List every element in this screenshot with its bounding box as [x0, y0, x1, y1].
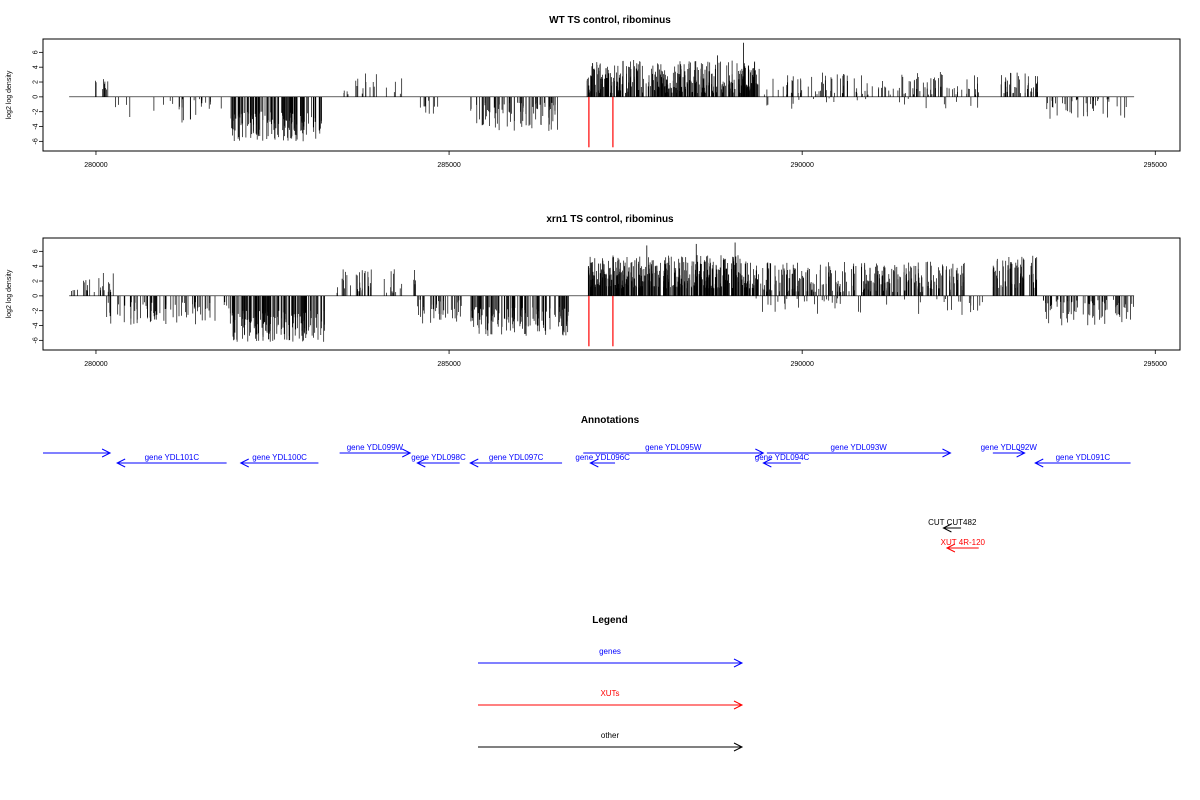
x-tick-label: 280000	[84, 361, 107, 368]
feature-label: gene YDL092W	[981, 443, 1038, 452]
annotation-feature: gene YDL092W	[981, 443, 1038, 458]
feature-arrowhead	[589, 458, 599, 468]
y-tick-label: -4	[33, 123, 40, 129]
y-axis: -6 -4 -2 0 2 4 6	[33, 249, 43, 343]
feature-label: gene YDL091C	[1056, 453, 1111, 462]
red-markers	[588, 96, 614, 148]
feature-label: gene YDL100C	[252, 453, 307, 462]
annotation-features: gene YDL101C gene YDL100C gene YDL099W gene…	[43, 443, 1131, 553]
y-axis-label: log2 log density	[6, 70, 13, 119]
feature-label: XUT 4R-120	[941, 538, 986, 547]
red-markers	[588, 295, 614, 347]
wt-density-panel: WT TS control, ribominus log2 log densit…	[6, 15, 1181, 169]
plot-frame	[42, 38, 1181, 152]
density-bars	[69, 42, 1135, 142]
y-tick-label: -6	[33, 138, 40, 144]
panel-title: WT TS control, ribominus	[549, 15, 671, 26]
annotation-feature: gene YDL093W	[766, 443, 952, 458]
legend-title: Legend	[592, 615, 628, 626]
feature-arrowhead	[402, 448, 412, 458]
feature-arrowhead	[942, 523, 952, 533]
y-tick-label: 4	[33, 264, 40, 268]
feature-arrowhead	[1016, 448, 1026, 458]
legend-item: other	[478, 731, 744, 752]
panel-title: xrn1 TS control, ribominus	[546, 214, 674, 225]
feature-label: gene YDL094C	[755, 453, 810, 462]
feature-label: gene YDL095W	[645, 443, 702, 452]
annotation-feature: CUT CUT482	[928, 518, 977, 533]
feature-arrowhead	[942, 448, 952, 458]
density-bars	[69, 242, 1135, 342]
x-tick-label: 290000	[790, 361, 813, 368]
x-tick-label: 285000	[437, 361, 460, 368]
feature-arrowhead	[116, 458, 126, 468]
feature-label: gene YDL096C	[575, 453, 630, 462]
y-tick-label: 0	[33, 294, 40, 298]
annotation-feature: gene YDL100C	[239, 453, 319, 468]
annotation-feature: gene YDL094C	[755, 453, 810, 468]
feature-arrowhead	[101, 448, 112, 458]
x-tick-label: 295000	[1144, 361, 1167, 368]
annotations-title: Annotations	[581, 415, 640, 426]
feature-label: gene YDL101C	[145, 453, 200, 462]
feature-arrowhead	[469, 458, 479, 468]
feature-label: gene YDL098C	[411, 453, 466, 462]
xrn1-density-panel: xrn1 TS control, ribominus log2 log dens…	[6, 214, 1181, 368]
feature-arrowhead	[945, 543, 956, 553]
feature-arrowhead	[762, 458, 772, 468]
legend-item: XUTs	[478, 689, 744, 710]
feature-label: gene YDL097C	[489, 453, 544, 462]
y-tick-label: -2	[33, 307, 40, 313]
feature-arrowhead	[239, 458, 249, 468]
annotation-feature: gene YDL099W	[339, 443, 412, 458]
annotation-feature: gene YDL098C	[411, 453, 466, 468]
y-tick-label: 4	[33, 65, 40, 69]
y-tick-label: 6	[33, 50, 40, 54]
legend-arrowhead	[733, 658, 744, 668]
x-axis: 280000 285000 290000 295000	[84, 151, 1167, 169]
x-tick-label: 290000	[790, 162, 813, 169]
y-tick-label: 0	[33, 95, 40, 99]
y-tick-label: -2	[33, 108, 40, 114]
legend-arrowhead	[733, 700, 744, 710]
legend-label: other	[601, 731, 620, 740]
y-tick-label: -6	[33, 337, 40, 343]
legend-item: genes	[478, 647, 744, 668]
y-tick-label: 2	[33, 279, 40, 283]
y-tick-label: 6	[33, 249, 40, 253]
y-axis: -6 -4 -2 0 2 4 6	[33, 50, 43, 144]
x-tick-label: 285000	[437, 162, 460, 169]
annotation-feature: gene YDL101C	[116, 453, 227, 468]
annotation-feature: gene YDL096C	[575, 453, 630, 468]
legend-arrowhead	[733, 742, 744, 752]
feature-label: gene YDL099W	[347, 443, 404, 452]
feature-arrowhead	[755, 448, 765, 458]
x-axis: 280000 285000 290000 295000	[84, 350, 1167, 368]
annotation-feature: gene YDL095W	[583, 443, 765, 458]
annotation-feature: gene YDL091C	[1034, 453, 1131, 468]
annotation-feature: gene YDL097C	[469, 453, 563, 468]
x-tick-label: 295000	[1144, 162, 1167, 169]
feature-label: CUT CUT482	[928, 518, 977, 527]
legend-items: genes XUTs other	[478, 647, 744, 752]
annotations-panel: Annotations gene YDL101C gene YDL100Cgene…	[43, 415, 1131, 553]
x-tick-label: 280000	[84, 162, 107, 169]
annotation-feature	[43, 448, 112, 458]
feature-arrowhead	[1034, 458, 1044, 468]
legend-label: XUTs	[600, 689, 619, 698]
y-tick-label: 2	[33, 80, 40, 84]
plot-frame	[42, 237, 1181, 351]
legend-label: genes	[599, 647, 621, 656]
y-tick-label: -4	[33, 322, 40, 328]
y-axis-label: log2 log density	[6, 269, 13, 318]
annotation-feature: XUT 4R-120	[941, 538, 986, 553]
feature-arrowhead	[416, 458, 426, 468]
legend-panel: Legend genes XUTs other	[478, 615, 744, 752]
feature-label: gene YDL093W	[831, 443, 888, 452]
